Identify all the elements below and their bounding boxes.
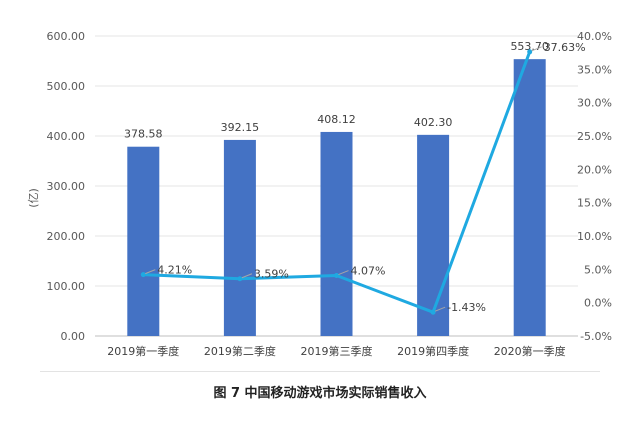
bar: [127, 146, 160, 336]
left-axis: 0.00 100.00 200.00 300.00 400.00 500.00 600.00: [47, 30, 86, 343]
label-leader: [531, 46, 542, 52]
label-leader: [434, 306, 446, 312]
caption-divider: [40, 371, 600, 372]
line-value-label: 3.59%: [254, 268, 289, 281]
right-tick-label: 30.0%: [577, 97, 612, 110]
label-leader: [338, 270, 349, 275]
right-tick-label: 25.0%: [577, 130, 612, 143]
left-tick-label: 200.00: [47, 230, 86, 243]
category-label: 2019第二季度: [204, 344, 276, 358]
line-point: [334, 273, 339, 279]
category-label: 2020第一季度: [494, 344, 566, 358]
bar-value-label: 392.15: [221, 121, 260, 134]
left-tick-label: 600.00: [47, 30, 86, 43]
bar: [223, 139, 256, 336]
bar-value-label: 402.30: [414, 116, 453, 129]
bar: [417, 134, 450, 336]
right-tick-label: 10.0%: [577, 230, 612, 243]
category-label: 2019第一季度: [107, 344, 179, 358]
right-tick-label: 5.0%: [584, 263, 612, 276]
left-tick-label: 100.00: [47, 280, 86, 293]
bar-series: 378.58 392.15 408.12 402.30 553.70: [124, 40, 549, 337]
line-point: [237, 276, 243, 282]
category-label: 2019第三季度: [301, 344, 373, 358]
line-value-label: -1.43%: [447, 301, 486, 314]
bar-value-label: 408.12: [317, 113, 356, 126]
figure-caption: 图 7 中国移动游戏市场实际销售收入: [213, 386, 427, 401]
label-leader: [145, 269, 156, 275]
left-tick-label: 300.00: [47, 180, 86, 193]
category-axis: 2019第一季度 2019第二季度 2019第三季度 2019第四季度 2020第一季度: [107, 344, 565, 358]
line-point: [527, 49, 533, 55]
line-value-label: 4.21%: [157, 264, 192, 277]
bar: [513, 59, 546, 337]
line-value-label: 37.63%: [544, 41, 586, 54]
y-axis-label: (亿): [27, 188, 40, 208]
category-label: 2019第四季度: [397, 344, 469, 358]
right-tick-label: 0.0%: [584, 297, 612, 310]
line-point: [430, 309, 436, 315]
label-leader: [241, 273, 253, 279]
right-tick-label: 20.0%: [577, 163, 612, 176]
left-tick-label: 500.00: [47, 80, 86, 93]
line-series: 4.21% 3.59% 4.07% -1.43% 37.63%: [140, 41, 586, 315]
bar-value-label: 378.58: [124, 128, 163, 141]
right-tick-label: -5.0%: [580, 330, 612, 343]
right-tick-label: 40.0%: [577, 30, 612, 43]
bar-value-label: 553.70: [510, 40, 549, 53]
left-tick-label: 400.00: [47, 130, 86, 143]
bar: [320, 131, 353, 336]
right-tick-label: 35.0%: [577, 63, 612, 76]
left-tick-label: 0.00: [61, 330, 86, 343]
line-value-label: 4.07%: [351, 265, 386, 278]
right-tick-label: 15.0%: [577, 197, 612, 210]
right-axis: -5.0% 0.0% 5.0% 10.0% 15.0% 20.0% 25.0% 30.0% 35…: [577, 30, 612, 343]
line-point: [140, 272, 146, 278]
